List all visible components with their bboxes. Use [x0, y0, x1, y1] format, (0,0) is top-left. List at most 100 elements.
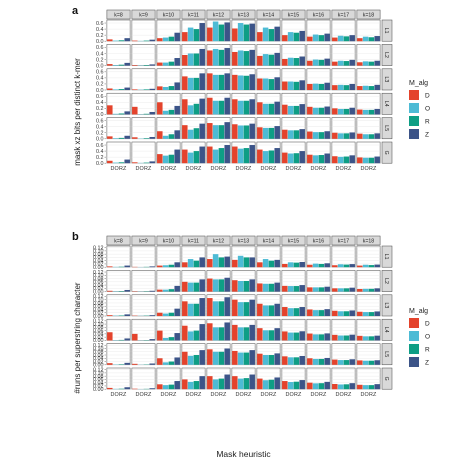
bar-O: [187, 282, 194, 292]
bar-D: [307, 333, 313, 341]
row-strip: [381, 367, 393, 390]
bar-Z: [299, 380, 305, 390]
bar-O: [162, 362, 169, 365]
bar-R: [318, 132, 325, 139]
bar-O: [312, 59, 319, 66]
bar-Z: [124, 387, 130, 390]
bar-O: [237, 125, 244, 139]
row-strip-label: L5: [383, 351, 389, 357]
bar-Z: [149, 39, 155, 42]
legend-swatch-O: [409, 103, 419, 113]
bar-Z: [224, 348, 230, 365]
bar-D: [307, 287, 313, 292]
y-tick-label: 0.10: [93, 297, 104, 303]
bar-D: [332, 310, 338, 316]
bar-O: [187, 259, 194, 268]
bar-O: [262, 127, 269, 139]
bar-Z: [324, 33, 330, 42]
y-tick-label: 0.0: [96, 112, 104, 118]
y-tick-label: 0.10: [93, 273, 104, 279]
x-tick-label: DORZ: [310, 392, 327, 398]
bar-D: [207, 123, 213, 139]
bar-R: [293, 105, 300, 115]
bar-D: [207, 146, 213, 164]
bar-D: [332, 108, 338, 115]
bar-Z: [374, 264, 380, 268]
bar-Z: [149, 339, 155, 341]
legend-swatch-Z: [409, 129, 419, 139]
bar-O: [337, 60, 344, 66]
legend: M_alg DORZ: [409, 308, 430, 367]
bar-R: [218, 24, 225, 42]
bar-D: [357, 311, 363, 316]
bar-O: [112, 162, 119, 164]
bar-Z: [249, 99, 255, 115]
bar-D: [232, 324, 238, 341]
x-tick-label: DORZ: [335, 166, 352, 172]
legend-label: O: [425, 106, 430, 113]
bar-O: [312, 83, 319, 90]
bar-O: [237, 23, 244, 42]
bar-Z: [224, 48, 230, 66]
x-tick-label: DORZ: [285, 166, 302, 172]
bar-O: [287, 57, 294, 66]
legend-swatch-R: [409, 344, 419, 354]
bar-O: [237, 327, 244, 341]
bar-R: [293, 381, 300, 390]
bar-Z: [274, 377, 280, 390]
bar-D: [232, 280, 238, 292]
bar-R: [318, 155, 325, 164]
bar-R: [293, 58, 300, 66]
bar-R: [218, 279, 225, 292]
bar-R: [193, 282, 200, 292]
bar-Z: [299, 80, 305, 90]
bar-D: [307, 60, 313, 66]
y-tick-label: 0.4: [96, 100, 104, 106]
legend-title: M_alg: [409, 308, 428, 315]
bar-Z: [124, 338, 130, 341]
bar-R: [268, 103, 275, 115]
bar-R: [193, 355, 200, 365]
bar-O: [262, 380, 269, 390]
bar-Z: [174, 357, 180, 365]
bar-D: [157, 330, 163, 341]
x-tick-label: DORZ: [185, 166, 202, 172]
bar-Z: [274, 148, 280, 164]
bar-O: [287, 81, 294, 90]
bar-Z: [349, 287, 355, 292]
bar-D: [107, 290, 113, 292]
bar-D: [107, 39, 113, 42]
bar-R: [368, 336, 375, 341]
bar-O: [262, 355, 269, 365]
bar-D: [257, 378, 263, 390]
bar-R: [343, 288, 350, 292]
bar-Z: [174, 381, 180, 390]
bar-O: [287, 105, 294, 115]
bar-O: [187, 381, 194, 390]
y-tick-label: 0.00: [93, 289, 104, 295]
facet-header-label: k=12: [213, 238, 225, 244]
bar-O: [312, 107, 319, 115]
bar-D: [157, 312, 163, 316]
legend-label: R: [425, 119, 430, 126]
bar-O: [287, 332, 294, 341]
bar-D: [332, 359, 338, 365]
bar-O: [212, 74, 219, 90]
bar-Z: [349, 310, 355, 316]
facet-header-label: k=12: [213, 12, 225, 18]
bar-R: [218, 257, 225, 268]
bar-R: [368, 134, 375, 139]
y-tick-label: 0.0: [96, 137, 104, 143]
bar-O: [162, 135, 169, 139]
bar-D: [207, 50, 213, 66]
bar-Z: [249, 299, 255, 316]
bar-R: [268, 127, 275, 139]
bar-D: [257, 102, 263, 115]
bar-R: [268, 305, 275, 316]
bar-R: [168, 36, 175, 42]
bar-Z: [199, 279, 205, 292]
bar-D: [107, 105, 113, 115]
bar-O: [212, 254, 219, 268]
bar-R: [268, 355, 275, 365]
